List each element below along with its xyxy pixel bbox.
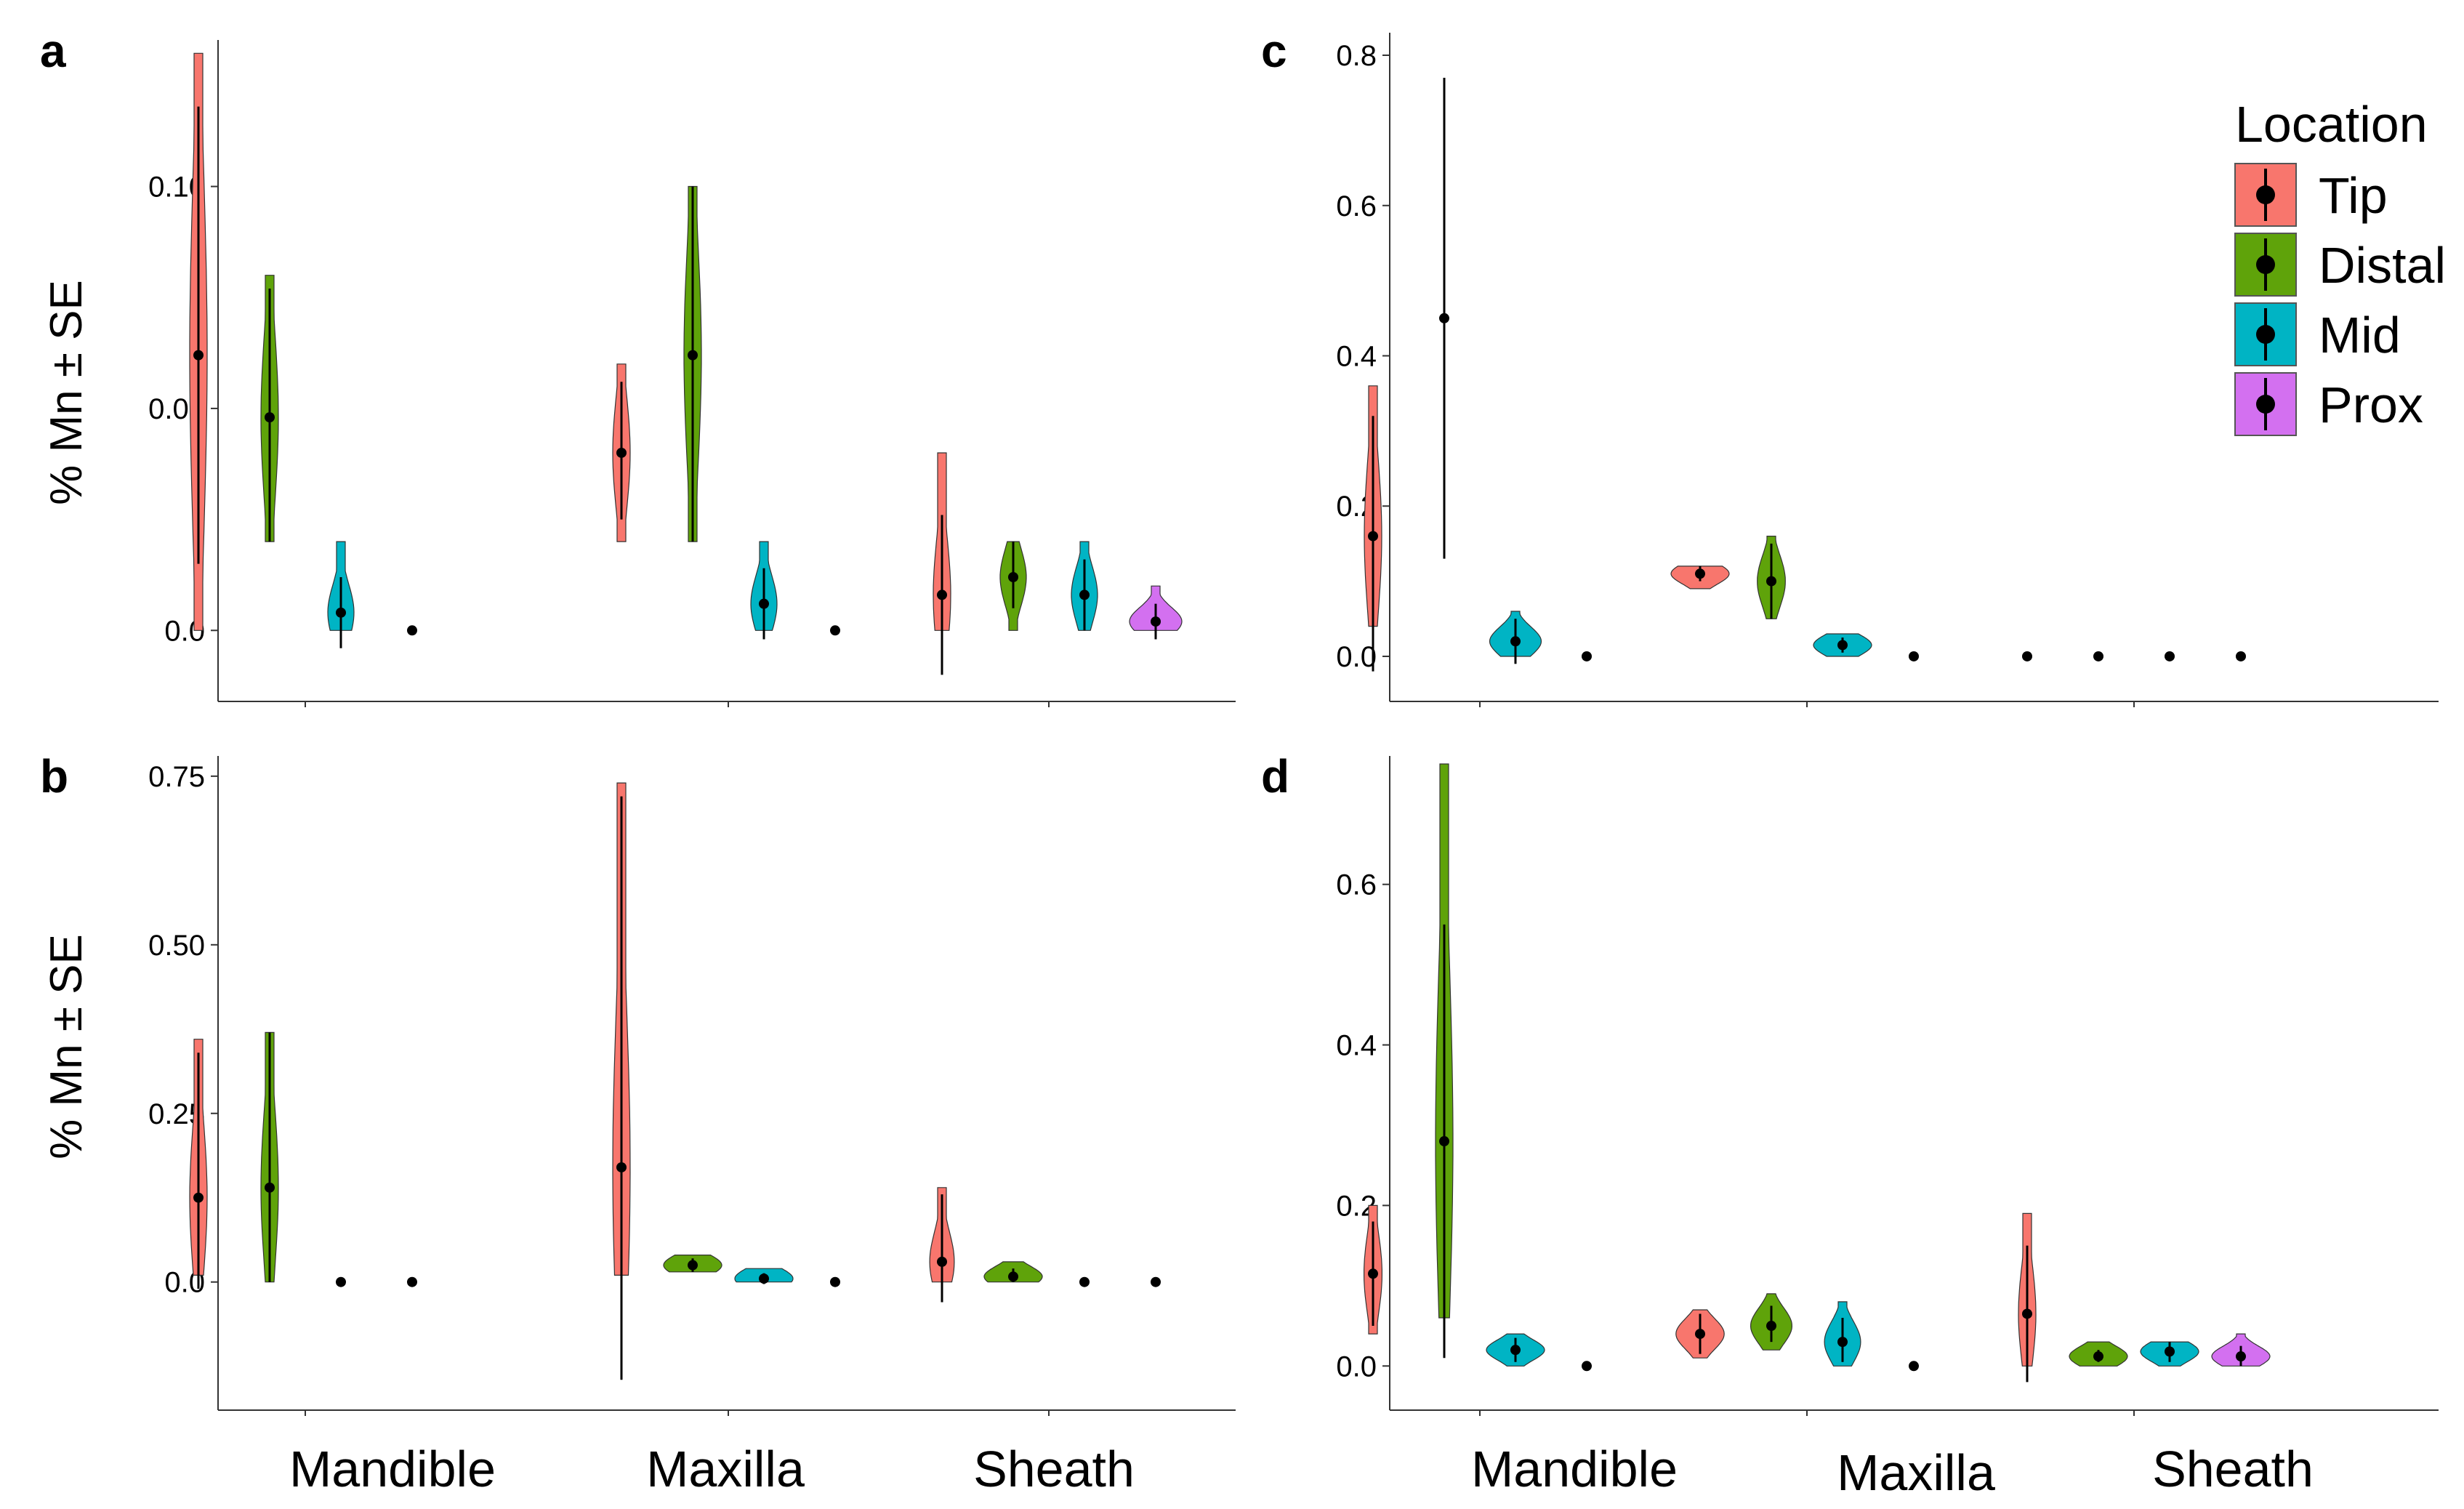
mean-point-distal [265,412,275,423]
mean-point-tip [193,350,204,361]
mean-point-prox [1909,651,1919,661]
mean-point-tip [2022,1308,2032,1319]
mean-point-tip [2022,651,2032,661]
mean-point-distal [1766,576,1776,587]
mean-point-tip [1368,1268,1378,1279]
mean-point-distal [1008,1271,1018,1282]
x-category-label-mandible-left: Mandible [289,1441,496,1497]
mean-point-distal [688,1260,698,1271]
panel-letter-b: b [40,750,68,802]
panel-letter-a: a [40,25,66,77]
mean-point-tip [1695,568,1705,579]
x-category-label-mandible-right: Mandible [1471,1441,1678,1497]
mean-point-tip [937,589,947,600]
mean-point-mid [1837,1337,1848,1348]
y-axis-title-bottom: % Mn ± SE [41,934,92,1159]
mean-point-mid [1079,589,1090,600]
panel-d: 0.00.20.40.6 [1336,756,2439,1416]
panel-letter-c: c [1261,25,1287,77]
y-tick-label: 0.50 [148,930,205,962]
mean-point-mid [759,1273,769,1284]
mean-point-mid [759,598,769,609]
y-tick-label: 0.0 [1336,641,1377,673]
mean-point-tip [616,447,627,458]
legend-swatch-mid-dot [2256,325,2275,344]
legend-item-distal: Distal [2234,233,2446,297]
legend-label-prox: Prox [2319,377,2423,433]
legend-swatch-tip-dot [2256,185,2275,204]
legend: Location Tip Distal Mid Prox [2234,96,2446,436]
panel-b: 0.00.250.500.75 [148,756,1236,1416]
mean-point-distal [1766,1321,1776,1332]
mean-point-distal [688,350,698,361]
mean-point-mid [2165,651,2175,661]
legend-item-tip: Tip [2234,163,2388,227]
mean-point-mid [1510,1345,1521,1356]
mean-point-distal [2093,651,2103,661]
mean-point-prox [2236,651,2246,661]
mean-point-prox [1151,1276,1161,1287]
legend-label-distal: Distal [2319,237,2446,294]
legend-label-tip: Tip [2319,167,2388,224]
legend-swatch-distal-dot [2256,255,2275,274]
panel-c: 0.00.20.40.60.8 [1336,33,2439,707]
y-tick-label: 0.4 [1336,1030,1377,1062]
y-axis-title-top: % Mn ± SE [41,280,92,505]
legend-swatch-prox-dot [2256,395,2275,414]
x-category-label-maxilla-left: Maxilla [646,1441,805,1497]
mean-point-tip [1368,531,1378,542]
mean-point-prox [1151,616,1161,627]
mean-point-distal [1008,571,1018,582]
mean-point-prox [407,1276,417,1287]
mean-point-tip [1695,1329,1705,1340]
x-category-label-sheath-right: Sheath [2152,1441,2314,1497]
legend-label-mid: Mid [2319,307,2401,363]
mean-point-prox [407,625,417,636]
y-tick-label: 0.8 [1336,40,1377,72]
legend-title: Location [2235,96,2428,153]
y-tick-label: 0.0 [1336,1351,1377,1383]
x-category-label-maxilla-right: Maxilla [1837,1444,1995,1501]
y-tick-label: 0.4 [1336,340,1377,372]
mean-point-prox [830,625,840,636]
mean-point-tip [937,1256,947,1267]
mean-point-mid [2165,1346,2175,1357]
mean-point-prox [1582,1361,1592,1372]
mean-point-distal [1439,1136,1449,1147]
mean-point-prox [1582,651,1592,661]
mean-point-mid [1079,1276,1090,1287]
mean-point-distal [2093,1351,2103,1362]
y-tick-label: 0.75 [148,761,205,793]
mean-point-prox [1909,1361,1919,1372]
mean-point-tip [193,1192,204,1203]
mean-point-distal [1439,313,1449,323]
mean-point-mid [1837,640,1848,651]
legend-item-mid: Mid [2234,302,2401,366]
panel-letter-d: d [1261,750,1289,802]
mean-point-prox [2236,1351,2246,1362]
mean-point-mid [336,607,346,618]
mean-point-mid [1510,636,1521,647]
x-category-label-sheath-left: Sheath [973,1441,1135,1497]
mean-point-tip [616,1162,627,1172]
panel-a: 0.00.050.10 [148,40,1236,707]
mean-point-mid [336,1276,346,1287]
y-tick-label: 0.6 [1336,190,1377,222]
mean-point-prox [830,1276,840,1287]
mean-point-distal [265,1182,275,1193]
legend-item-prox: Prox [2234,372,2423,436]
y-tick-label: 0.6 [1336,869,1377,901]
